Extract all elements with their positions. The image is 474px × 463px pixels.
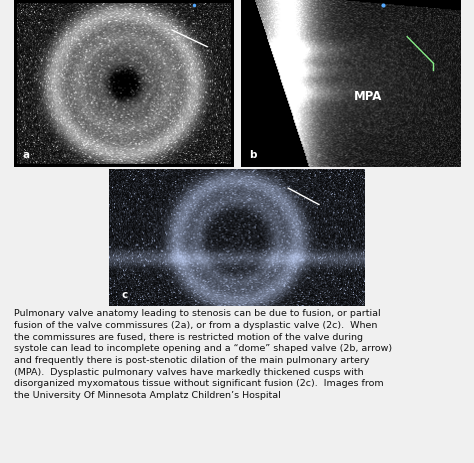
- Text: MPA: MPA: [354, 90, 382, 103]
- Text: b: b: [249, 150, 257, 160]
- Text: Pulmonary valve anatomy leading to stenosis can be due to fusion, or partial
fus: Pulmonary valve anatomy leading to steno…: [14, 309, 392, 400]
- Text: c: c: [122, 290, 128, 300]
- Text: a: a: [23, 150, 30, 160]
